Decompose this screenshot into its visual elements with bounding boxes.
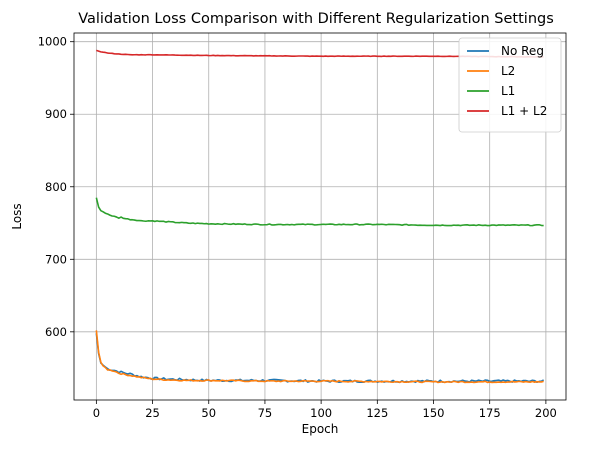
legend-box (458, 37, 562, 133)
y-axis-label: Loss (10, 203, 24, 229)
x-axis-label: Epoch (302, 422, 339, 436)
y-tick-label: 900 (45, 107, 67, 121)
y-tick-label: 700 (45, 252, 67, 266)
y-tick-label: 800 (45, 180, 67, 194)
x-tick-label: 125 (366, 406, 388, 420)
y-axis: 600 700 800 900 1000 (38, 35, 74, 339)
legend: No Reg L2 L1 L1 + L2 (458, 37, 562, 133)
x-tick-label: 100 (310, 406, 332, 420)
legend-label: No Reg (501, 44, 544, 58)
y-tick-label: 600 (45, 325, 67, 339)
x-tick-label: 150 (423, 406, 445, 420)
legend-label: L2 (501, 64, 515, 78)
x-tick-label: 50 (201, 406, 216, 420)
x-tick-label: 25 (145, 406, 160, 420)
x-axis: 0 25 50 75 100 125 150 175 200 (93, 400, 557, 420)
x-tick-label: 175 (479, 406, 501, 420)
x-tick-label: 75 (258, 406, 273, 420)
legend-label: L1 (501, 84, 515, 98)
x-tick-label: 200 (535, 406, 557, 420)
series-line-l1 (95, 197, 544, 227)
legend-label: L1 + L2 (501, 104, 547, 118)
series-line-no-reg (95, 333, 545, 384)
plot-frame (73, 32, 567, 401)
x-tick-label: 0 (93, 406, 100, 420)
y-tick-label: 1000 (38, 35, 67, 49)
chart-title: Validation Loss Comparison with Differen… (78, 11, 554, 27)
series-line-l2 (95, 330, 544, 384)
